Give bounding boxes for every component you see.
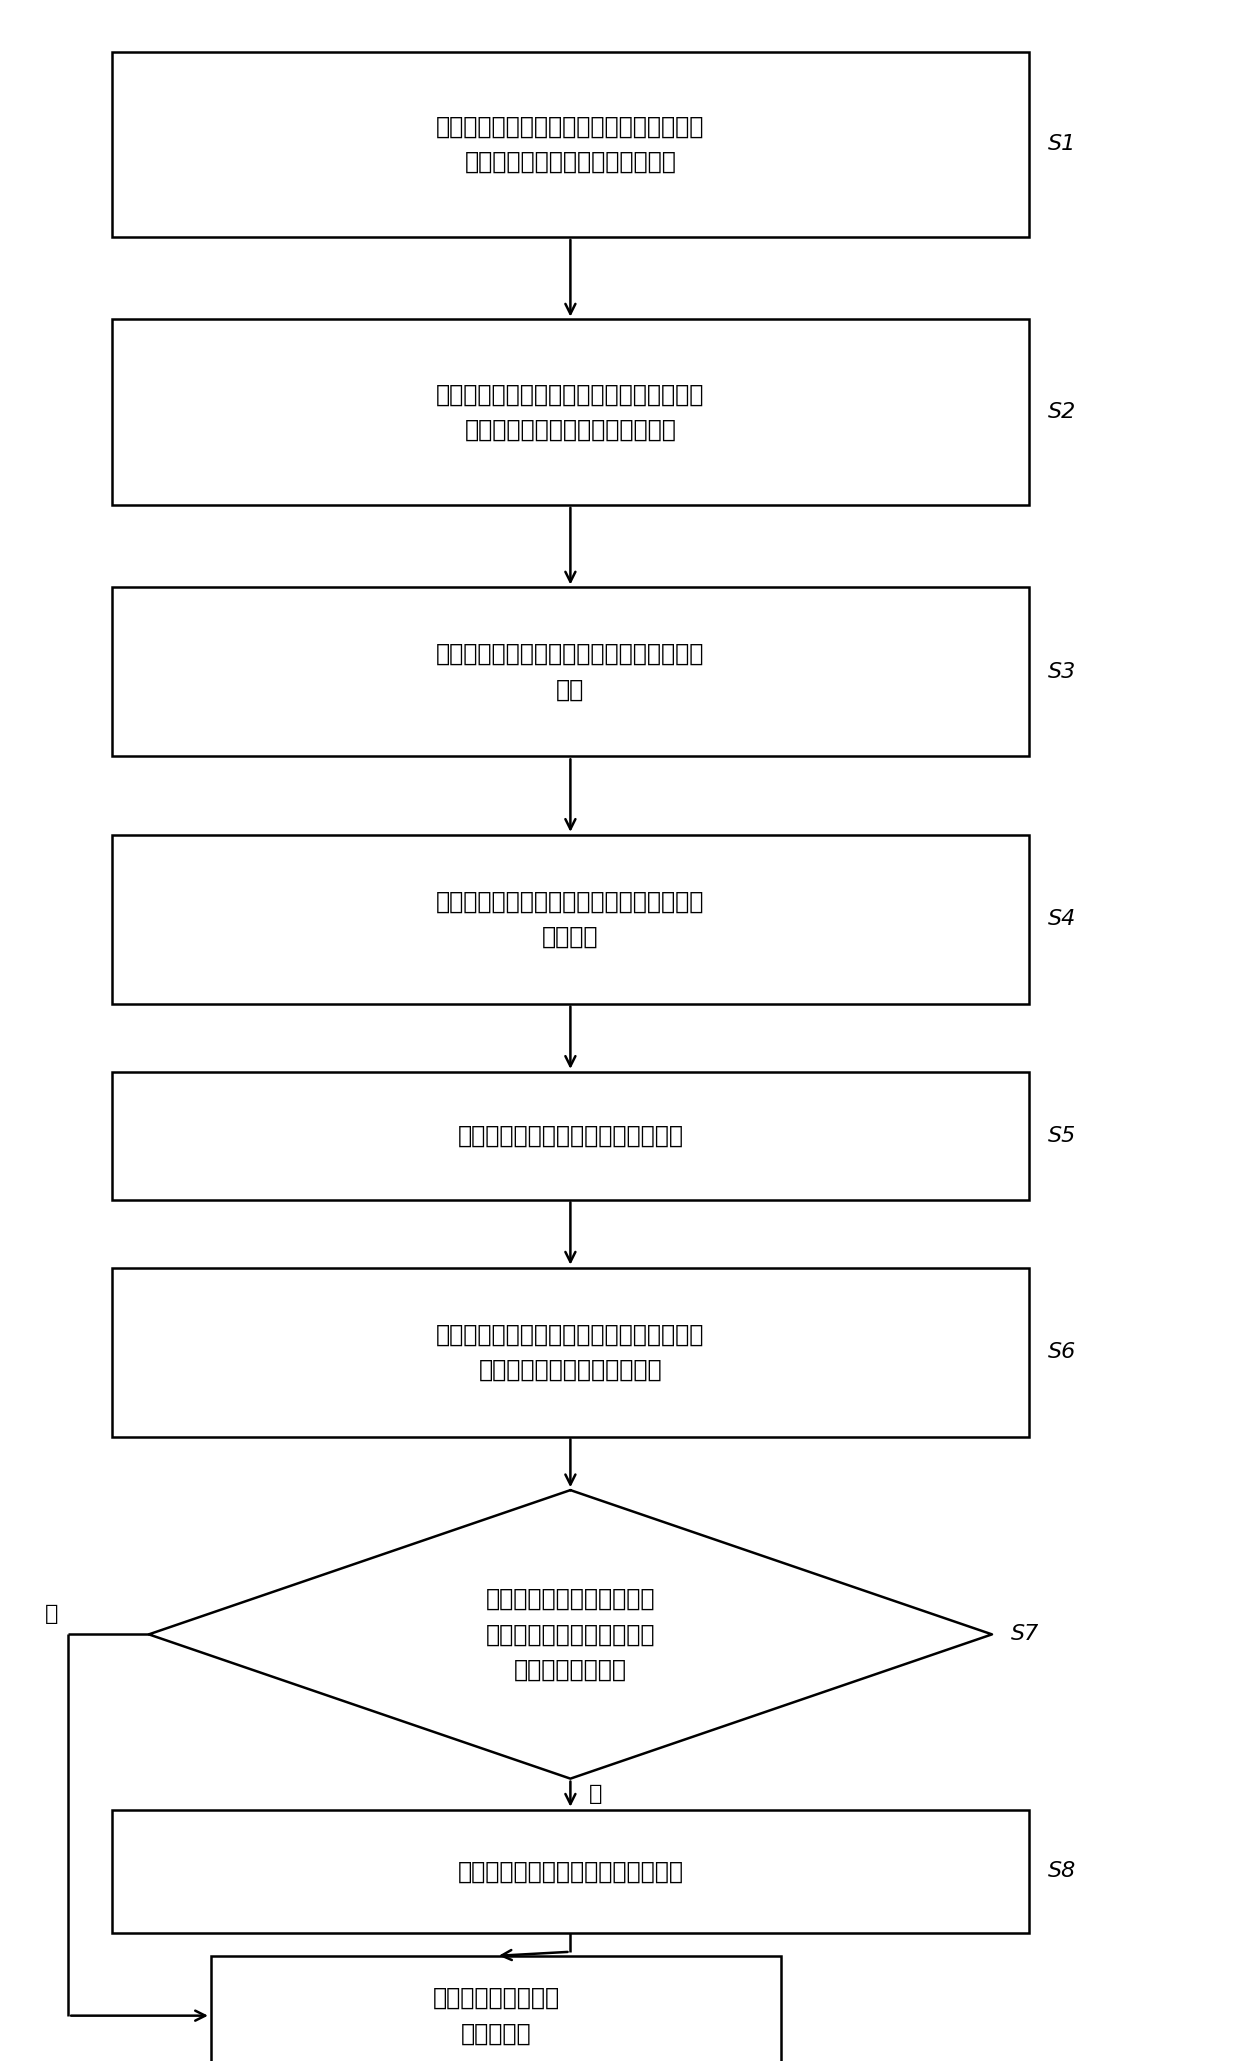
Text: S8: S8 (1048, 1861, 1076, 1882)
Text: 否: 否 (45, 1603, 58, 1624)
Text: 驱动模块根据控制信号驱动转盘以目标转速
进行转动: 驱动模块根据控制信号驱动转盘以目标转速 进行转动 (436, 890, 704, 948)
Text: S7: S7 (1011, 1624, 1039, 1645)
Text: 夹菜人数获取模块在智能旋转餐桌系统处于
自动模式时获取餐桌上的夹菜人数: 夹菜人数获取模块在智能旋转餐桌系统处于 自动模式时获取餐桌上的夹菜人数 (436, 115, 704, 173)
Text: S4: S4 (1048, 909, 1076, 930)
Text: S5: S5 (1048, 1125, 1076, 1146)
Bar (112, 319, 1029, 505)
Text: S2: S2 (1048, 402, 1076, 423)
Bar (112, 835, 1029, 1004)
Bar (112, 1268, 1029, 1437)
Bar (211, 1956, 781, 2061)
Text: 加速度控制模块判断转动轴
的旋转加速度是否大于预先
设定的加速度阈值: 加速度控制模块判断转动轴 的旋转加速度是否大于预先 设定的加速度阈值 (486, 1587, 655, 1682)
Text: 转速计算模块根据夹菜人数和预先设置的转
速规则计算出转盘对应的目标转速: 转速计算模块根据夹菜人数和预先设置的转 速规则计算出转盘对应的目标转速 (436, 383, 704, 441)
Text: 转速检测模块实时检测转动轴的转速: 转速检测模块实时检测转动轴的转速 (458, 1123, 683, 1148)
Text: S3: S3 (1048, 662, 1076, 682)
Bar (112, 1810, 1029, 1933)
Text: 转盘的旋转加速度处
于正常范围: 转盘的旋转加速度处 于正常范围 (433, 1987, 559, 2045)
Text: S6: S6 (1048, 1342, 1076, 1362)
Bar (112, 1072, 1029, 1200)
Bar (112, 587, 1029, 756)
Text: 加速度控制模块控制驱动模块的输出: 加速度控制模块控制驱动模块的输出 (458, 1859, 683, 1884)
Text: 信号生成模块根据目标转速生成相应的控制
信号: 信号生成模块根据目标转速生成相应的控制 信号 (436, 643, 704, 701)
Text: 是: 是 (589, 1785, 603, 1803)
Bar (112, 52, 1029, 237)
Text: S1: S1 (1048, 134, 1076, 155)
Text: 加速度计算模块根据检测到的转动轴的转速
，计算出转动轴的旋转加速度: 加速度计算模块根据检测到的转动轴的转速 ，计算出转动轴的旋转加速度 (436, 1323, 704, 1381)
